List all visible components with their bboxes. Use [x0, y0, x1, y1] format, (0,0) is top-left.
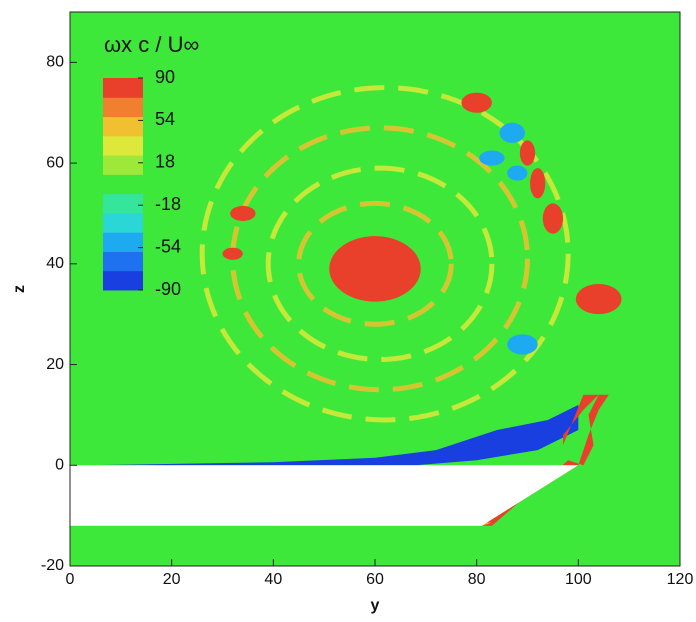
colorbar-band: [103, 97, 143, 118]
colorbar-band: [103, 270, 143, 291]
x-tick-label: 120: [667, 571, 694, 588]
y-tick-label: 60: [46, 154, 64, 171]
vorticity-region: [530, 168, 546, 199]
vorticity-region: [499, 122, 525, 143]
vorticity-region: [507, 165, 528, 181]
vorticity-sheet: [563, 394, 599, 446]
x-tick-label: 0: [66, 571, 75, 588]
vorticity-sheet: [85, 404, 579, 466]
x-axis-label: y: [371, 597, 380, 614]
colorbar-band: [103, 193, 143, 214]
y-tick-label: 80: [46, 54, 64, 71]
colorbar-band: [103, 251, 143, 272]
x-tick-label: 80: [468, 571, 486, 588]
vorticity-region: [329, 236, 421, 302]
spiral-band: [199, 85, 571, 423]
colorbar-tick-label: -18: [155, 194, 181, 214]
x-tick-label: 100: [565, 571, 592, 588]
y-tick-label: -20: [41, 557, 64, 574]
colorbar-band: [103, 155, 143, 175]
colorbar-title: ωx c / U∞: [104, 32, 199, 57]
vorticity-region: [222, 247, 243, 260]
colorbar-tick-label: -54: [155, 236, 181, 256]
y-tick-label: 0: [55, 456, 64, 473]
contour-field: [70, 12, 680, 566]
colorbar-band: [103, 212, 143, 233]
colorbar-band: [103, 174, 143, 195]
x-tick-label: 20: [163, 571, 181, 588]
vorticity-region: [461, 92, 492, 113]
y-axis-label: z: [11, 285, 28, 293]
colorbar-tick-label: -90: [155, 279, 181, 299]
y-tick-label: 40: [46, 255, 64, 272]
x-tick-label: 40: [264, 571, 282, 588]
colorbar-tick-label: 18: [155, 152, 175, 172]
colorbar-band: [103, 135, 143, 156]
spiral-band: [296, 200, 454, 327]
vorticity-region: [507, 334, 538, 355]
x-tick-label: 60: [366, 571, 384, 588]
vorticity-sheet: [481, 394, 609, 526]
vorticity-region: [519, 140, 536, 166]
vorticity-region: [575, 283, 622, 315]
spiral-band: [265, 165, 495, 363]
colorbar-band: [103, 78, 143, 98]
spiral-band: [230, 125, 531, 393]
colorbar-tick-label: 54: [155, 109, 175, 129]
vorticity-region: [230, 205, 256, 222]
colorbar-band: [103, 232, 143, 252]
vorticity-region: [542, 203, 564, 234]
wing-body: [70, 465, 579, 526]
vorticity-region: [479, 150, 505, 166]
colorbar-tick-label: 90: [155, 67, 175, 87]
colorbar-band: [103, 116, 143, 137]
y-tick-label: 20: [46, 356, 64, 373]
